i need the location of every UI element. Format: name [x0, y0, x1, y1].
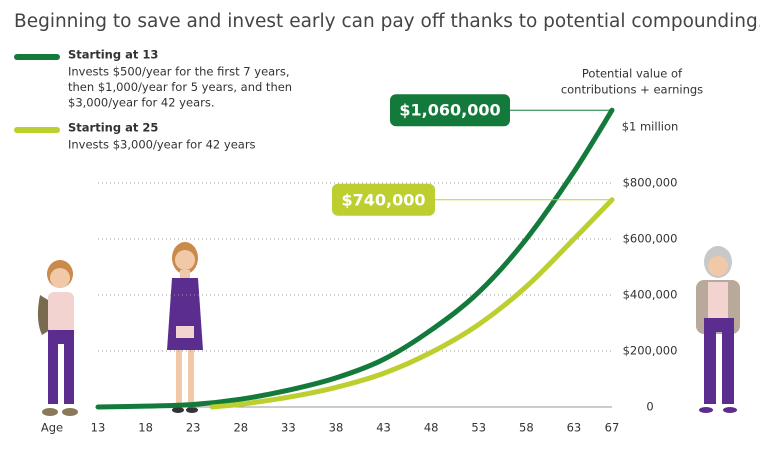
legend-label: Starting at 25	[68, 121, 158, 135]
legend-description: then $1,000/year for 5 years, and then	[68, 80, 292, 94]
line	[209, 197, 615, 410]
y-axis-label: contributions + earnings	[561, 83, 703, 97]
x-tick-label: 13	[91, 421, 106, 435]
x-tick-label: 43	[376, 421, 391, 435]
x-tick-label: 48	[424, 421, 439, 435]
x-tick-label: 38	[329, 421, 344, 435]
value-label: $740,000	[341, 190, 425, 209]
line	[95, 107, 615, 410]
y-tick-label: $1 million	[622, 120, 679, 134]
x-tick-label: 63	[567, 421, 582, 435]
x-tick-label: 67	[605, 421, 620, 435]
x-tick-label: 18	[138, 421, 153, 435]
y-axis-label: Potential value of	[582, 67, 683, 81]
legend-description: $3,000/year for 42 years.	[68, 96, 215, 110]
x-tick-label: 23	[186, 421, 201, 435]
illustration-child	[37, 260, 78, 416]
illustration-senior	[696, 246, 740, 413]
y-tick-label: $600,000	[623, 232, 678, 246]
callout-box	[390, 94, 510, 127]
legend-description: Invests $500/year for the first 7 years,	[68, 65, 290, 79]
y-tick-label: $800,000	[623, 176, 678, 190]
x-tick-label: 28	[233, 421, 248, 435]
illustration-teen	[167, 242, 203, 413]
x-tick-label: 53	[471, 421, 486, 435]
chart-title: Beginning to save and invest early can p…	[14, 11, 760, 32]
y-tick-label: $200,000	[623, 344, 678, 358]
y-tick-label: 0	[646, 400, 653, 414]
x-tick-label: 33	[281, 421, 296, 435]
legend-description: Invests $3,000/year for 42 years	[68, 138, 256, 152]
legend-label: Starting at 13	[68, 48, 158, 62]
value-label: $1,060,000	[399, 101, 500, 120]
callout-box	[332, 183, 435, 216]
x-tick-label: 58	[519, 421, 534, 435]
y-tick-label: $400,000	[623, 288, 678, 302]
x-axis-label: Age	[41, 421, 63, 435]
